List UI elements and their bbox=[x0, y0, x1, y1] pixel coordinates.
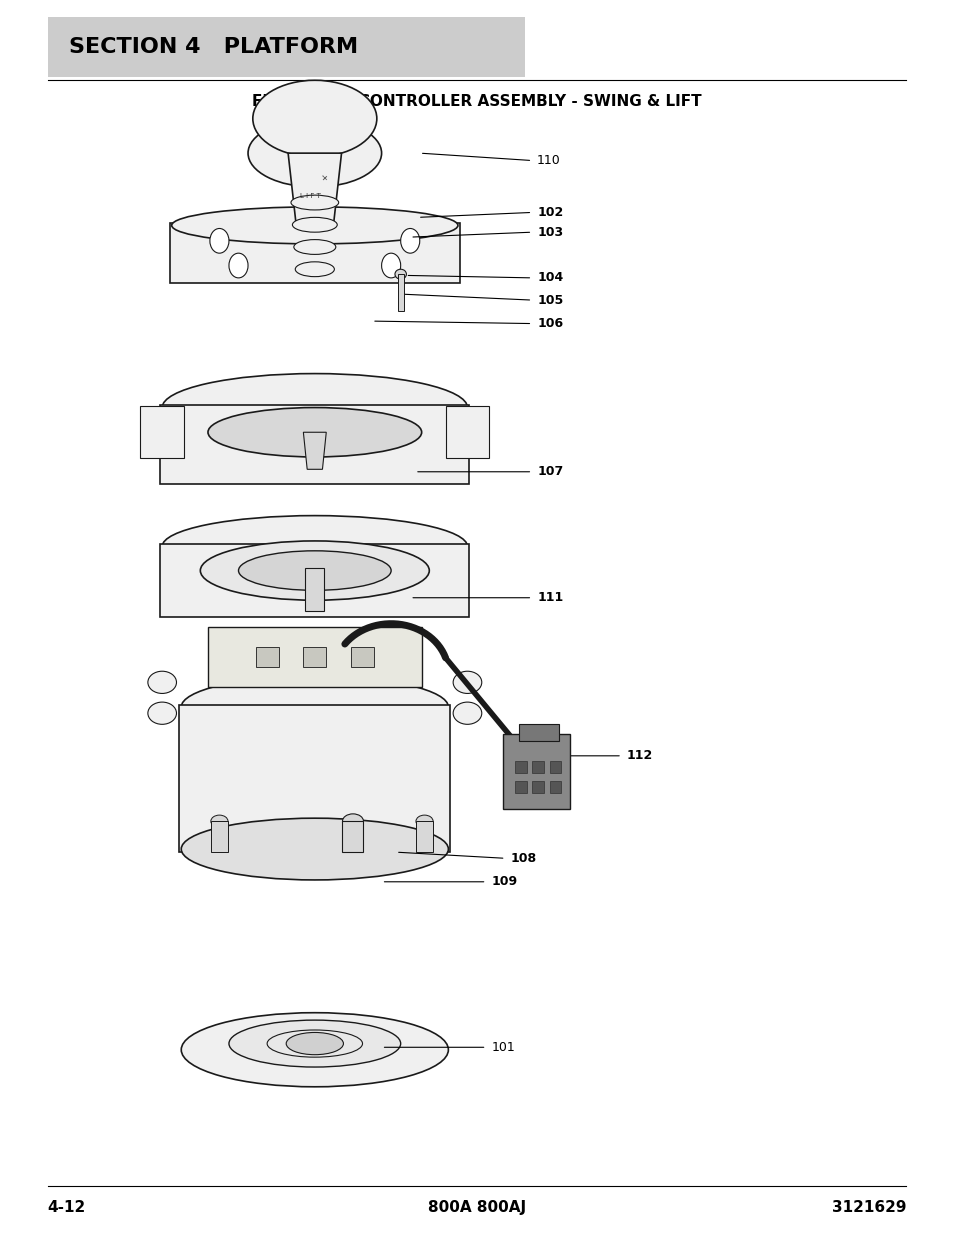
Text: 107: 107 bbox=[537, 466, 563, 478]
Ellipse shape bbox=[162, 516, 467, 578]
Ellipse shape bbox=[342, 814, 363, 829]
Ellipse shape bbox=[208, 408, 421, 457]
Polygon shape bbox=[305, 568, 324, 611]
Text: FIGURE 4-4. CONTROLLER ASSEMBLY - SWING & LIFT: FIGURE 4-4. CONTROLLER ASSEMBLY - SWING … bbox=[252, 94, 701, 109]
Ellipse shape bbox=[293, 217, 337, 232]
Text: 101: 101 bbox=[491, 1041, 515, 1053]
Ellipse shape bbox=[200, 541, 429, 600]
Text: +: + bbox=[318, 172, 330, 184]
FancyBboxPatch shape bbox=[502, 734, 570, 809]
Polygon shape bbox=[342, 821, 363, 852]
FancyBboxPatch shape bbox=[208, 627, 421, 687]
Polygon shape bbox=[211, 821, 228, 852]
Polygon shape bbox=[303, 432, 326, 469]
Circle shape bbox=[381, 253, 400, 278]
Bar bbox=[532, 781, 543, 793]
Text: 110: 110 bbox=[537, 154, 560, 167]
FancyBboxPatch shape bbox=[160, 405, 469, 484]
Ellipse shape bbox=[294, 240, 335, 254]
Text: 104: 104 bbox=[537, 272, 563, 284]
FancyBboxPatch shape bbox=[140, 406, 184, 458]
Circle shape bbox=[400, 228, 419, 253]
Text: SECTION 4   PLATFORM: SECTION 4 PLATFORM bbox=[69, 37, 357, 57]
Text: 106: 106 bbox=[537, 317, 562, 330]
Ellipse shape bbox=[172, 206, 457, 245]
Ellipse shape bbox=[248, 119, 381, 188]
Text: 3121629: 3121629 bbox=[831, 1200, 905, 1215]
Ellipse shape bbox=[181, 676, 448, 739]
Text: 109: 109 bbox=[491, 876, 517, 888]
FancyBboxPatch shape bbox=[179, 704, 450, 852]
Text: 102: 102 bbox=[537, 206, 563, 219]
Text: 111: 111 bbox=[537, 592, 563, 604]
Text: L I F T: L I F T bbox=[299, 194, 320, 199]
Ellipse shape bbox=[229, 1020, 400, 1067]
Bar bbox=[515, 781, 526, 793]
Ellipse shape bbox=[238, 551, 391, 590]
Text: 105: 105 bbox=[537, 294, 563, 306]
Ellipse shape bbox=[253, 80, 376, 157]
Ellipse shape bbox=[395, 269, 406, 279]
FancyBboxPatch shape bbox=[160, 543, 469, 616]
Text: 4-12: 4-12 bbox=[48, 1200, 86, 1215]
FancyBboxPatch shape bbox=[518, 724, 558, 741]
Ellipse shape bbox=[162, 373, 467, 441]
FancyBboxPatch shape bbox=[170, 222, 459, 283]
Bar bbox=[351, 647, 374, 667]
Ellipse shape bbox=[148, 701, 176, 724]
Ellipse shape bbox=[291, 195, 338, 210]
Bar bbox=[515, 761, 526, 773]
Ellipse shape bbox=[416, 815, 433, 827]
Text: 112: 112 bbox=[626, 750, 653, 762]
Ellipse shape bbox=[148, 672, 176, 694]
Ellipse shape bbox=[286, 1032, 343, 1055]
Ellipse shape bbox=[453, 672, 481, 694]
Ellipse shape bbox=[453, 701, 481, 724]
Polygon shape bbox=[288, 153, 341, 221]
Bar bbox=[303, 647, 326, 667]
Ellipse shape bbox=[181, 819, 448, 879]
Text: 800A 800AJ: 800A 800AJ bbox=[428, 1200, 525, 1215]
Ellipse shape bbox=[181, 1013, 448, 1087]
Bar bbox=[532, 761, 543, 773]
FancyBboxPatch shape bbox=[445, 406, 489, 458]
Text: 108: 108 bbox=[510, 852, 536, 864]
Ellipse shape bbox=[211, 815, 228, 827]
Text: 103: 103 bbox=[537, 226, 562, 238]
Polygon shape bbox=[416, 821, 433, 852]
Circle shape bbox=[229, 253, 248, 278]
Bar bbox=[549, 781, 560, 793]
Circle shape bbox=[210, 228, 229, 253]
FancyBboxPatch shape bbox=[48, 17, 524, 77]
Bar bbox=[549, 761, 560, 773]
Polygon shape bbox=[397, 274, 403, 311]
Bar bbox=[255, 647, 278, 667]
Ellipse shape bbox=[295, 262, 335, 277]
